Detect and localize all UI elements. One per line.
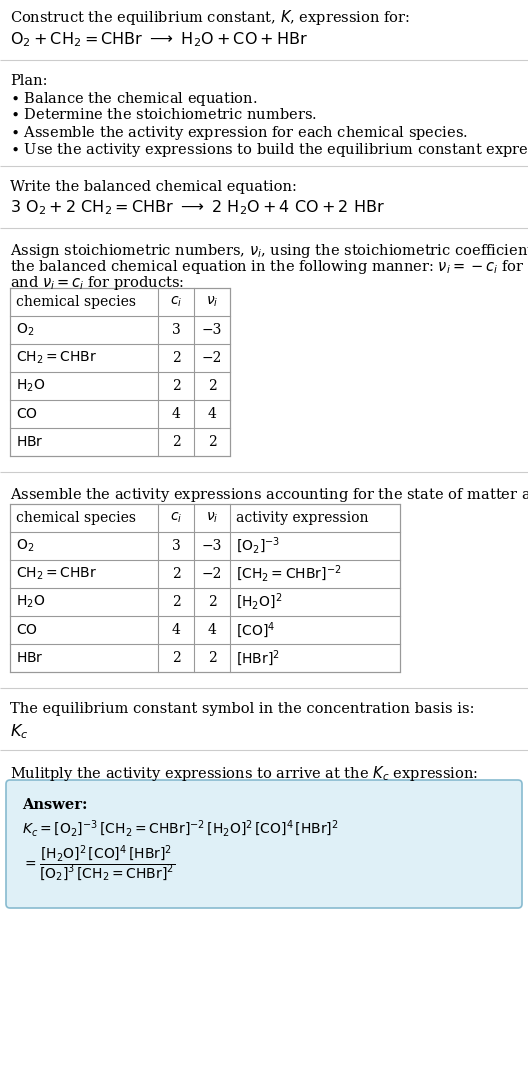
Text: 2: 2 — [172, 595, 181, 609]
Text: 2: 2 — [172, 435, 181, 449]
Text: $[\mathrm{H_2O}]^{2}$: $[\mathrm{H_2O}]^{2}$ — [236, 592, 282, 612]
Text: $\bullet$ Balance the chemical equation.: $\bullet$ Balance the chemical equation. — [10, 90, 258, 108]
Text: $\mathrm{HBr}$: $\mathrm{HBr}$ — [16, 435, 44, 449]
Text: 2: 2 — [208, 651, 216, 665]
Text: The equilibrium constant symbol in the concentration basis is:: The equilibrium constant symbol in the c… — [10, 702, 475, 716]
Text: 4: 4 — [208, 407, 216, 421]
Text: 2: 2 — [172, 651, 181, 665]
Text: $[\mathrm{HBr}]^{2}$: $[\mathrm{HBr}]^{2}$ — [236, 648, 280, 668]
Text: Assemble the activity expressions accounting for the state of matter and $\nu_i$: Assemble the activity expressions accoun… — [10, 487, 528, 504]
FancyBboxPatch shape — [6, 780, 522, 908]
Text: $\mathit{K_c}$: $\mathit{K_c}$ — [10, 722, 29, 741]
Text: −2: −2 — [202, 567, 222, 581]
Text: $\mathrm{HBr}$: $\mathrm{HBr}$ — [16, 651, 44, 665]
Text: the balanced chemical equation in the following manner: $\nu_i = -c_i$ for react: the balanced chemical equation in the fo… — [10, 258, 528, 276]
Text: $[\mathrm{CO}]^{4}$: $[\mathrm{CO}]^{4}$ — [236, 620, 275, 640]
Text: $\mathrm{O_2 + CH_2{=}CHBr \ \longrightarrow \ H_2O + CO + HBr}$: $\mathrm{O_2 + CH_2{=}CHBr \ \longrighta… — [10, 30, 308, 48]
Text: $\mathrm{CH_2{=}CHBr}$: $\mathrm{CH_2{=}CHBr}$ — [16, 350, 97, 366]
Text: $\mathrm{3\ O_2 + 2\ CH_2{=}CHBr \ \longrightarrow \ 2\ H_2O + 4\ CO + 2\ HBr}$: $\mathrm{3\ O_2 + 2\ CH_2{=}CHBr \ \long… — [10, 198, 385, 217]
Text: $[\mathrm{O_2}]^{-3}$: $[\mathrm{O_2}]^{-3}$ — [236, 536, 280, 556]
Text: $[\mathrm{CH_2{=}CHBr}]^{-2}$: $[\mathrm{CH_2{=}CHBr}]^{-2}$ — [236, 564, 342, 584]
Text: $\mathrm{O_2}$: $\mathrm{O_2}$ — [16, 538, 34, 554]
Text: $\bullet$ Assemble the activity expression for each chemical species.: $\bullet$ Assemble the activity expressi… — [10, 124, 468, 142]
Text: $\nu_i$: $\nu_i$ — [206, 511, 218, 525]
Text: Plan:: Plan: — [10, 74, 48, 88]
Text: $\mathrm{CO}$: $\mathrm{CO}$ — [16, 623, 38, 637]
Text: $c_i$: $c_i$ — [170, 294, 182, 309]
Text: −3: −3 — [202, 323, 222, 337]
Text: $\bullet$ Use the activity expressions to build the equilibrium constant express: $\bullet$ Use the activity expressions t… — [10, 141, 528, 159]
Text: $\mathrm{O_2}$: $\mathrm{O_2}$ — [16, 322, 34, 338]
Text: 2: 2 — [208, 379, 216, 393]
Text: Mulitply the activity expressions to arrive at the $K_c$ expression:: Mulitply the activity expressions to arr… — [10, 764, 478, 783]
Text: Assign stoichiometric numbers, $\nu_i$, using the stoichiometric coefficients, $: Assign stoichiometric numbers, $\nu_i$, … — [10, 242, 528, 260]
Text: 4: 4 — [172, 407, 181, 421]
Text: and $\nu_i = c_i$ for products:: and $\nu_i = c_i$ for products: — [10, 274, 184, 292]
Text: $\bullet$ Determine the stoichiometric numbers.: $\bullet$ Determine the stoichiometric n… — [10, 107, 317, 122]
Bar — [10, 504, 400, 672]
Text: 4: 4 — [172, 623, 181, 637]
Text: 4: 4 — [208, 623, 216, 637]
Text: $K_c = [\mathrm{O_2}]^{-3}\,[\mathrm{CH_2{=}CHBr}]^{-2}\,[\mathrm{H_2O}]^{2}\,[\: $K_c = [\mathrm{O_2}]^{-3}\,[\mathrm{CH_… — [22, 818, 339, 839]
Text: 2: 2 — [172, 379, 181, 393]
Text: −2: −2 — [202, 351, 222, 365]
Text: chemical species: chemical species — [16, 295, 136, 309]
Text: 2: 2 — [208, 435, 216, 449]
Text: −3: −3 — [202, 539, 222, 553]
Text: Write the balanced chemical equation:: Write the balanced chemical equation: — [10, 180, 297, 194]
Text: $c_i$: $c_i$ — [170, 511, 182, 525]
Text: 2: 2 — [208, 595, 216, 609]
Text: 3: 3 — [172, 323, 181, 337]
Text: 3: 3 — [172, 539, 181, 553]
Bar — [10, 288, 230, 456]
Text: Construct the equilibrium constant, $\mathit{K}$, expression for:: Construct the equilibrium constant, $\ma… — [10, 8, 410, 27]
Text: Answer:: Answer: — [22, 798, 88, 812]
Text: $\mathrm{H_2O}$: $\mathrm{H_2O}$ — [16, 594, 45, 610]
Text: $\mathrm{CH_2{=}CHBr}$: $\mathrm{CH_2{=}CHBr}$ — [16, 566, 97, 582]
Text: $\mathrm{CO}$: $\mathrm{CO}$ — [16, 407, 38, 421]
Text: activity expression: activity expression — [236, 511, 369, 525]
Text: 2: 2 — [172, 351, 181, 365]
Text: $\nu_i$: $\nu_i$ — [206, 294, 218, 309]
Text: $= \dfrac{[\mathrm{H_2O}]^{2}\,[\mathrm{CO}]^{4}\,[\mathrm{HBr}]^{2}}{[\mathrm{O: $= \dfrac{[\mathrm{H_2O}]^{2}\,[\mathrm{… — [22, 844, 175, 884]
Text: $\mathrm{H_2O}$: $\mathrm{H_2O}$ — [16, 378, 45, 394]
Text: 2: 2 — [172, 567, 181, 581]
Text: chemical species: chemical species — [16, 511, 136, 525]
